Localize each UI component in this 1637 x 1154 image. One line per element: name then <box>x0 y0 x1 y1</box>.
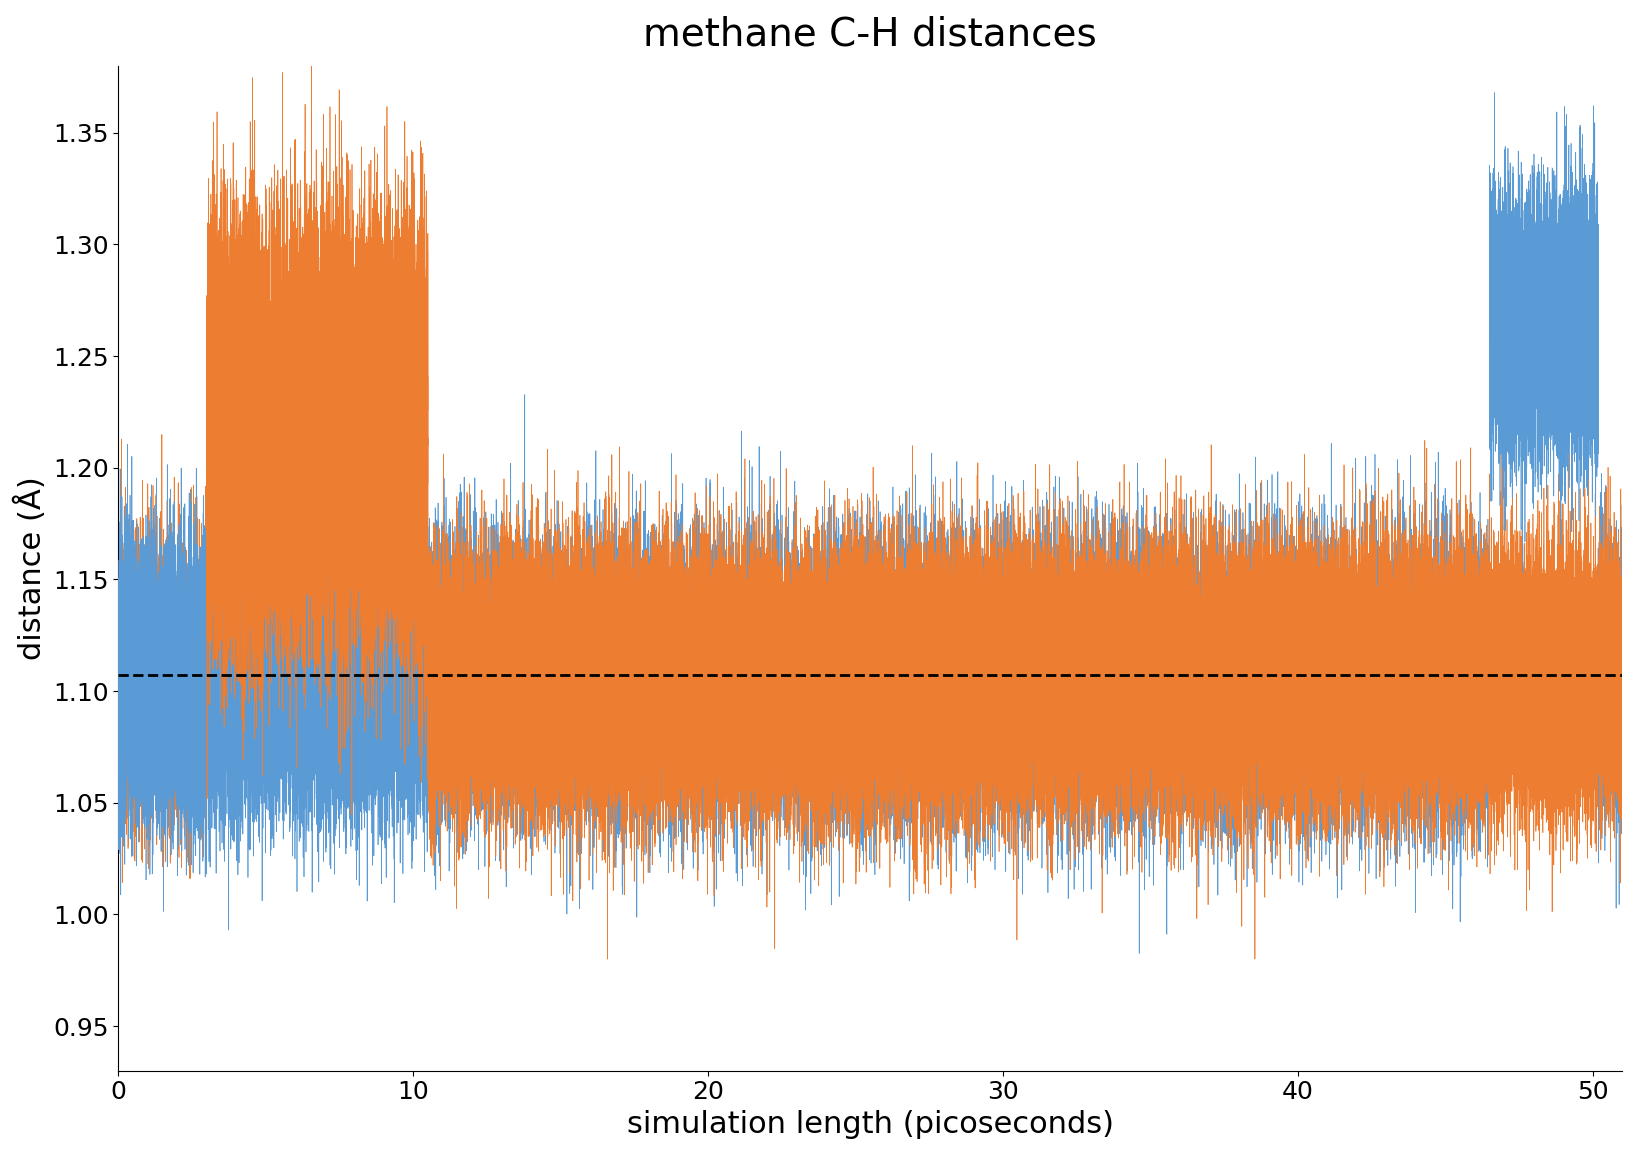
X-axis label: simulation length (picoseconds): simulation length (picoseconds) <box>627 1110 1113 1139</box>
Title: methane C-H distances: methane C-H distances <box>643 15 1097 53</box>
Y-axis label: distance (Å): distance (Å) <box>15 477 47 660</box>
